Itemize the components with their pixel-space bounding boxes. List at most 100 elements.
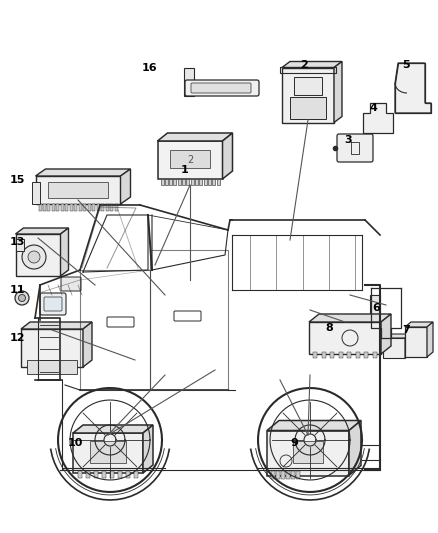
- Bar: [356, 352, 360, 358]
- Text: 11: 11: [10, 285, 25, 295]
- FancyBboxPatch shape: [44, 297, 62, 311]
- Bar: [165, 179, 168, 185]
- Text: 3: 3: [344, 135, 352, 145]
- Bar: [61, 204, 64, 211]
- Bar: [296, 471, 300, 479]
- Polygon shape: [73, 425, 153, 433]
- Bar: [110, 204, 113, 211]
- Polygon shape: [282, 61, 342, 68]
- Bar: [212, 179, 215, 185]
- Text: 7: 7: [402, 325, 410, 335]
- Bar: [373, 352, 377, 358]
- Bar: [118, 471, 122, 478]
- Bar: [204, 179, 207, 185]
- Bar: [321, 352, 325, 358]
- Bar: [79, 204, 82, 211]
- Bar: [271, 471, 275, 479]
- Polygon shape: [21, 329, 83, 367]
- Polygon shape: [143, 425, 153, 473]
- Text: 6: 6: [372, 303, 380, 313]
- Bar: [169, 179, 172, 185]
- Bar: [88, 204, 91, 211]
- Bar: [48, 182, 108, 198]
- Bar: [370, 295, 380, 345]
- Bar: [126, 471, 130, 478]
- Bar: [83, 204, 86, 211]
- Bar: [70, 204, 73, 211]
- Polygon shape: [349, 421, 361, 475]
- Bar: [102, 471, 106, 478]
- Bar: [208, 179, 211, 185]
- Bar: [39, 204, 42, 211]
- Text: 16: 16: [142, 63, 158, 73]
- Text: 5: 5: [402, 60, 410, 70]
- Polygon shape: [427, 322, 433, 357]
- FancyBboxPatch shape: [191, 83, 251, 93]
- Text: 9: 9: [290, 438, 298, 448]
- Text: 8: 8: [325, 323, 333, 333]
- Bar: [199, 179, 202, 185]
- Polygon shape: [309, 314, 391, 322]
- Bar: [90, 441, 126, 463]
- Text: 2: 2: [187, 155, 193, 165]
- Bar: [281, 471, 285, 479]
- Bar: [32, 182, 40, 204]
- Bar: [313, 352, 317, 358]
- Bar: [101, 204, 104, 211]
- FancyBboxPatch shape: [40, 293, 66, 315]
- Text: 12: 12: [10, 333, 25, 343]
- Polygon shape: [309, 322, 381, 354]
- Bar: [94, 471, 98, 478]
- Polygon shape: [83, 322, 92, 367]
- Polygon shape: [405, 327, 427, 357]
- Bar: [42, 332, 56, 342]
- Bar: [160, 179, 163, 185]
- Polygon shape: [363, 103, 393, 133]
- Bar: [182, 179, 185, 185]
- FancyBboxPatch shape: [337, 134, 373, 162]
- Polygon shape: [383, 338, 405, 358]
- Bar: [43, 204, 46, 211]
- Bar: [52, 204, 55, 211]
- Bar: [57, 204, 60, 211]
- Polygon shape: [267, 421, 361, 431]
- Bar: [27, 360, 77, 374]
- Polygon shape: [383, 334, 410, 338]
- Bar: [178, 179, 181, 185]
- Circle shape: [22, 245, 46, 269]
- Polygon shape: [158, 141, 223, 179]
- Polygon shape: [158, 133, 233, 141]
- Text: 10: 10: [68, 438, 83, 448]
- Polygon shape: [282, 68, 334, 123]
- Polygon shape: [405, 322, 433, 327]
- Bar: [364, 352, 368, 358]
- Bar: [173, 179, 177, 185]
- Bar: [276, 471, 280, 479]
- Bar: [65, 204, 68, 211]
- Bar: [186, 179, 189, 185]
- Bar: [114, 204, 117, 211]
- Bar: [286, 471, 290, 479]
- Polygon shape: [395, 63, 431, 113]
- Bar: [110, 471, 114, 478]
- Bar: [195, 179, 198, 185]
- Bar: [16, 239, 24, 251]
- Bar: [184, 68, 194, 96]
- FancyBboxPatch shape: [61, 277, 81, 291]
- Polygon shape: [381, 314, 391, 354]
- Circle shape: [28, 251, 40, 263]
- Text: 13: 13: [10, 237, 25, 247]
- Polygon shape: [73, 433, 143, 473]
- Text: 15: 15: [10, 175, 25, 185]
- Text: 2: 2: [300, 60, 308, 70]
- Bar: [47, 204, 50, 211]
- Polygon shape: [35, 176, 120, 204]
- Bar: [191, 179, 194, 185]
- Bar: [294, 77, 322, 95]
- Polygon shape: [15, 234, 60, 276]
- Bar: [86, 471, 90, 478]
- Bar: [216, 179, 219, 185]
- Bar: [293, 441, 323, 463]
- Bar: [291, 471, 295, 479]
- Bar: [78, 471, 82, 478]
